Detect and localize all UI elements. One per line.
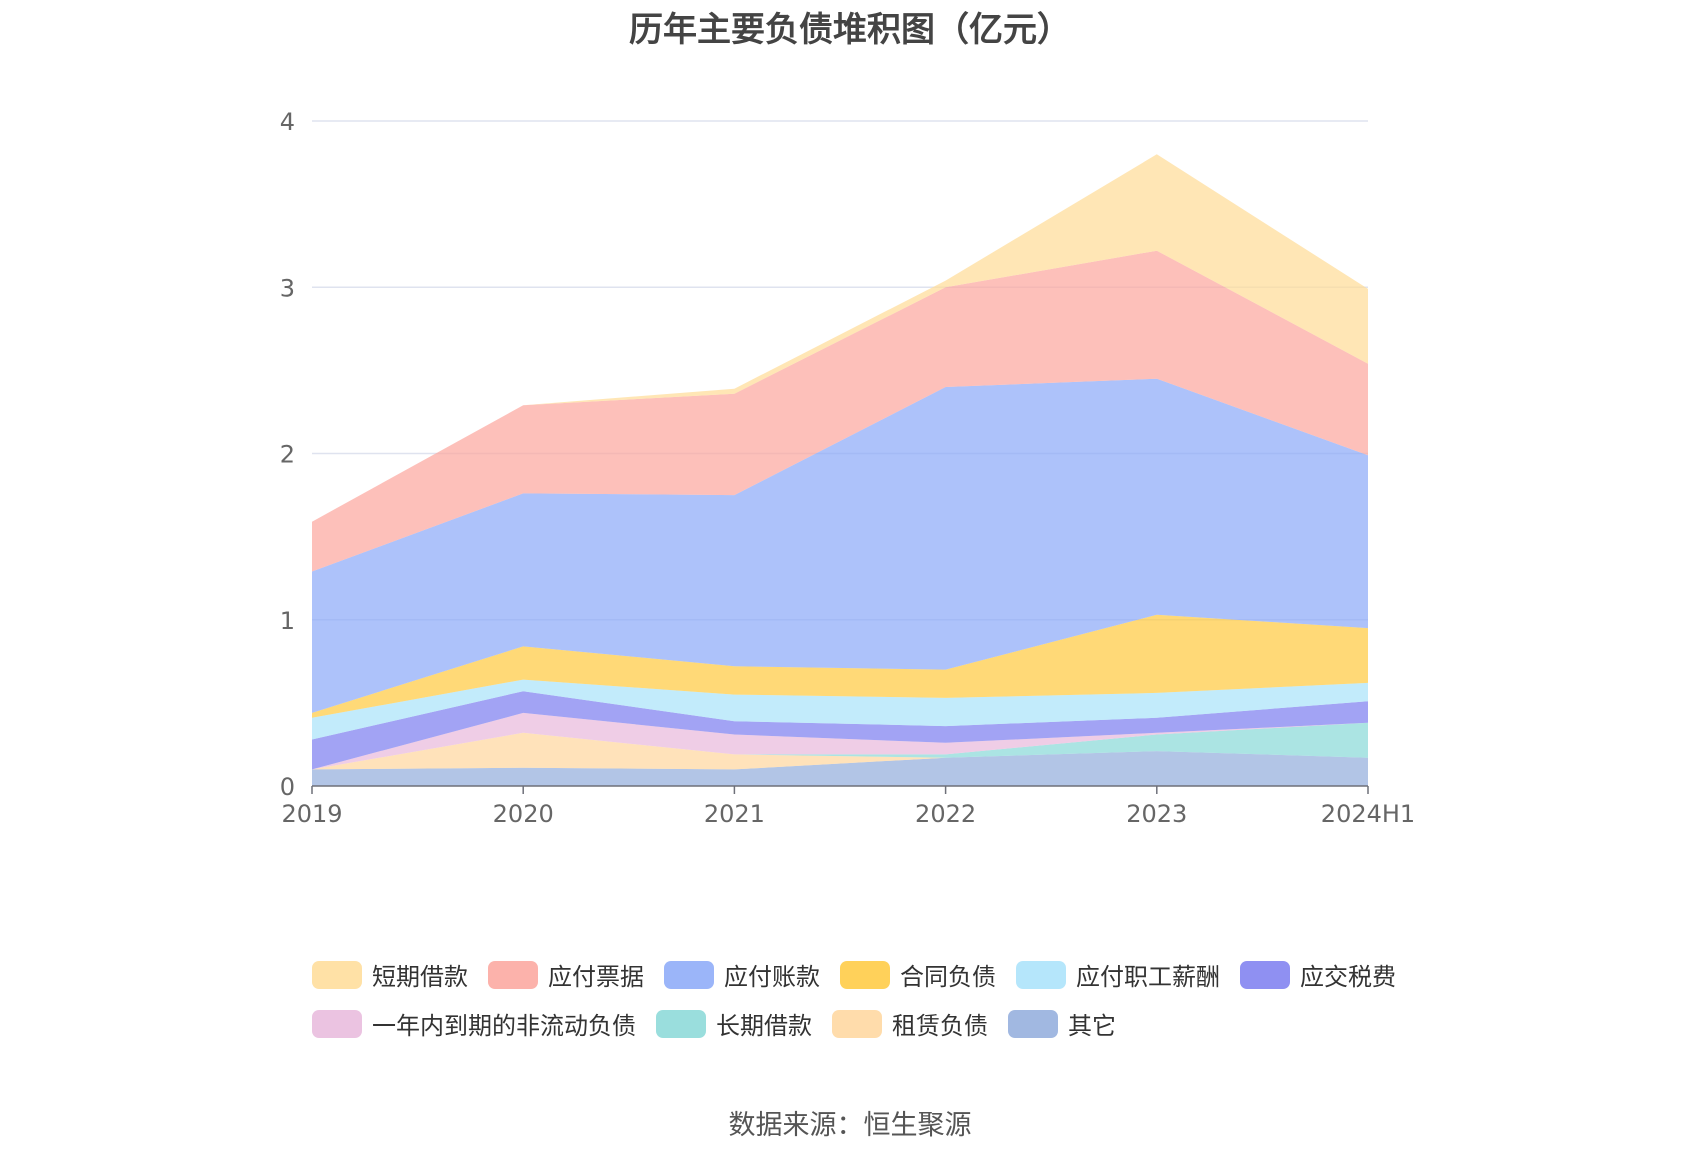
y-tick-label: 2: [280, 441, 295, 469]
legend-swatch: [1240, 960, 1290, 989]
legend-item[interactable]: 应付账款: [664, 957, 820, 992]
legend-label: 长期借款: [716, 1012, 812, 1040]
legend-swatch: [656, 1009, 706, 1038]
x-tick-label: 2020: [493, 800, 554, 828]
legend-swatch: [1008, 1009, 1058, 1038]
legend-item[interactable]: 长期借款: [656, 1006, 812, 1041]
y-tick-label: 0: [280, 773, 295, 801]
source-note: 数据来源：恒生聚源: [728, 1110, 972, 1141]
legend-label: 短期借款: [372, 963, 468, 991]
legend-item[interactable]: 应付职工薪酬: [1016, 957, 1220, 992]
legend-item[interactable]: 合同负债: [840, 957, 996, 992]
legend-label: 应交税费: [1300, 963, 1396, 991]
legend-label: 应付账款: [724, 963, 820, 991]
area-series-7[interactable]: [312, 378, 1368, 713]
x-tick-label: 2019: [281, 800, 342, 828]
legend-label: 租赁负债: [892, 1012, 988, 1040]
legend-swatch: [312, 1009, 362, 1038]
y-tick-label: 4: [280, 108, 295, 136]
legend-swatch: [312, 960, 362, 989]
legend-swatch: [488, 960, 538, 989]
legend: 短期借款 应付票据 应付账款 合同负债 应付职工薪酬 应交税费一年内到期的非流动负债 长期借…: [312, 950, 1472, 1048]
y-tick-label: 1: [280, 607, 295, 635]
legend-row: 短期借款 应付票据 应付账款 合同负债 应付职工薪酬 应交税费: [312, 950, 1472, 999]
legend-swatch: [1016, 960, 1066, 989]
area-series-3[interactable]: [312, 712, 1368, 770]
legend-item[interactable]: 应付票据: [488, 957, 644, 992]
legend-label: 一年内到期的非流动负债: [372, 1012, 636, 1040]
area-series-5[interactable]: [312, 679, 1368, 740]
legend-label: 应付职工薪酬: [1076, 963, 1220, 991]
area-series-0[interactable]: [312, 751, 1368, 786]
legend-swatch: [664, 960, 714, 989]
legend-item[interactable]: 短期借款: [312, 957, 468, 992]
axes: 0 1 2 3 4 2019 2020 2021 2022 2023 2024H1: [280, 108, 1415, 828]
legend-item[interactable]: 应交税费: [1240, 957, 1396, 992]
chart-title: 历年主要负债堆积图（亿元）: [629, 10, 1071, 50]
area-series-4[interactable]: [312, 691, 1368, 770]
legend-item[interactable]: 租赁负债: [832, 1006, 988, 1041]
area-series-8[interactable]: [312, 250, 1368, 572]
legend-label: 合同负债: [900, 963, 996, 991]
legend-item[interactable]: 一年内到期的非流动负债: [312, 1006, 636, 1041]
area-series-9[interactable]: [312, 154, 1368, 522]
x-tick-label: 2022: [915, 800, 976, 828]
area-series-6[interactable]: [312, 614, 1368, 718]
x-tick-label: 2021: [704, 800, 765, 828]
area-series: [312, 154, 1368, 786]
x-tick-label: 2024H1: [1321, 800, 1415, 828]
legend-swatch: [832, 1009, 882, 1038]
legend-swatch: [840, 960, 890, 989]
area-series-2[interactable]: [312, 722, 1368, 770]
x-tick-label: 2023: [1126, 800, 1187, 828]
legend-row: 一年内到期的非流动负债 长期借款 租赁负债 其它: [312, 999, 1472, 1048]
legend-label: 其它: [1068, 1012, 1116, 1040]
y-tick-label: 3: [280, 274, 295, 302]
legend-label: 应付票据: [548, 963, 644, 991]
legend-item[interactable]: 其它: [1008, 1006, 1116, 1041]
area-series-1[interactable]: [312, 732, 1368, 770]
